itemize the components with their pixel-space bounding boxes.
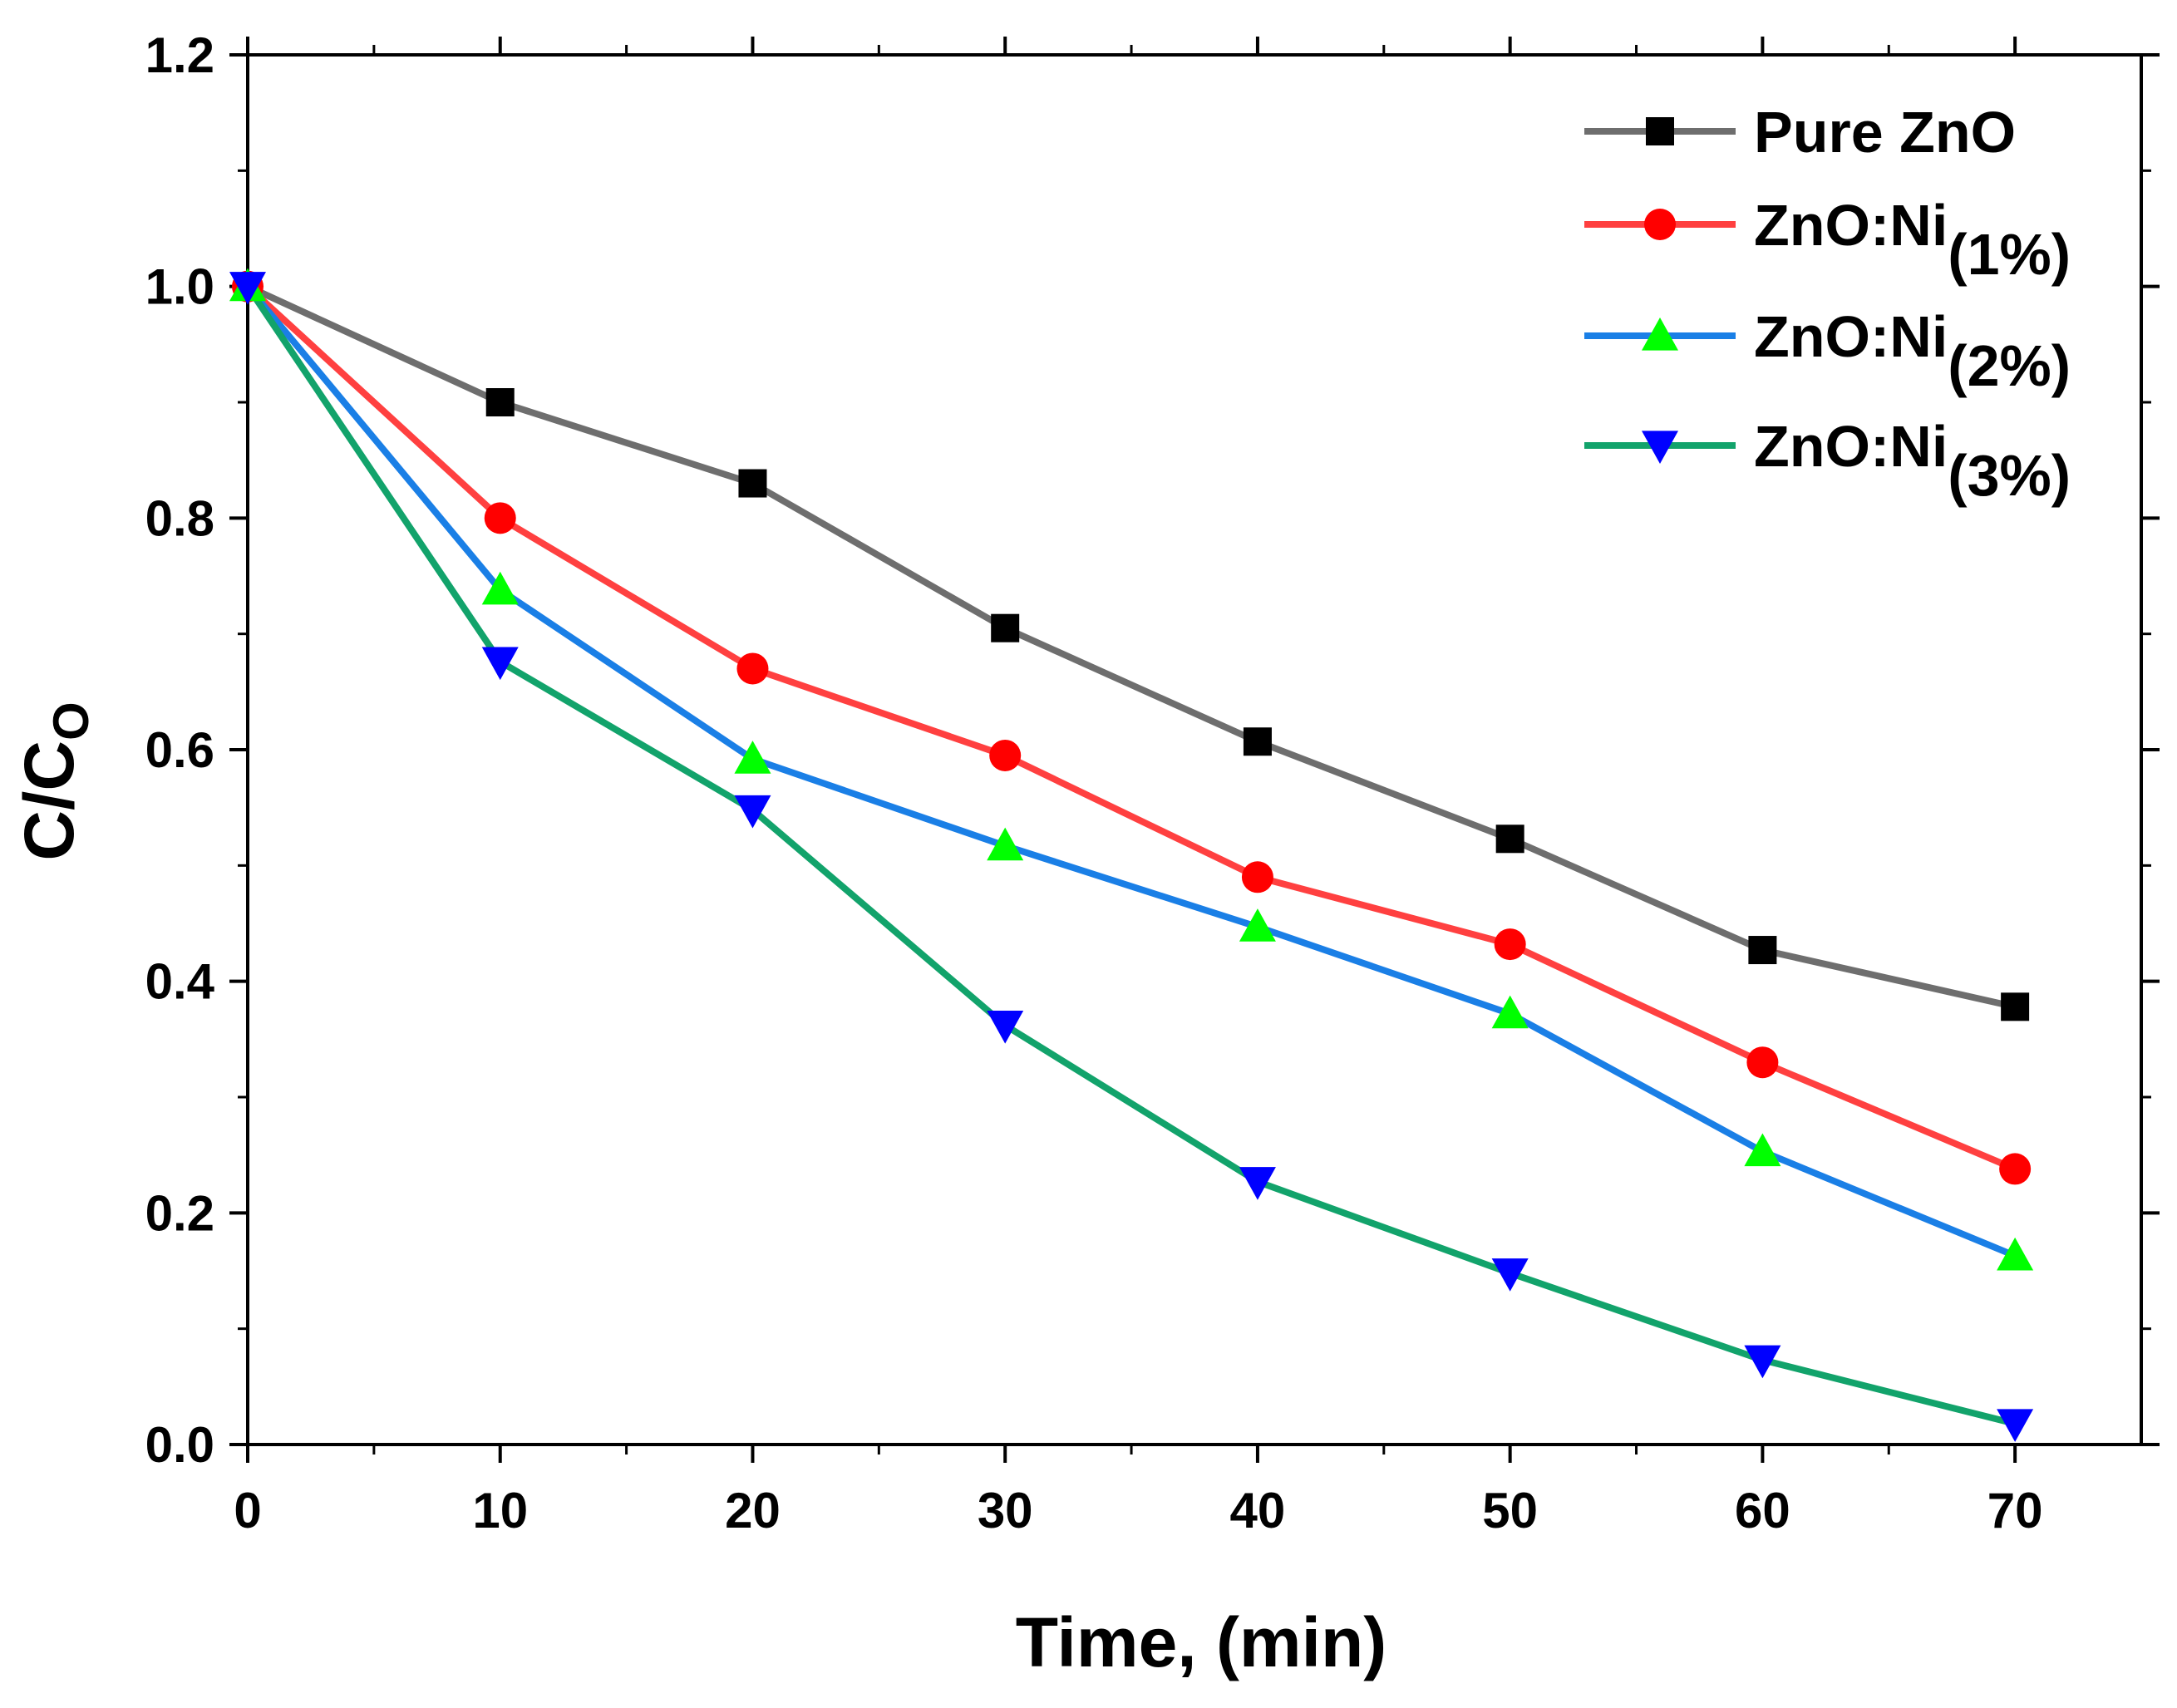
x-tick-label: 30 — [978, 1483, 1033, 1538]
data-point-series-2 — [1241, 861, 1273, 893]
data-point-series-3 — [481, 571, 519, 605]
data-point-series-1 — [1243, 727, 1272, 756]
data-point-series-4 — [481, 647, 519, 681]
data-point-series-1 — [2001, 992, 2030, 1021]
y-tick-label: 0.4 — [145, 954, 215, 1010]
x-tick-label: 10 — [472, 1483, 528, 1538]
data-point-series-3 — [987, 827, 1024, 861]
legend-label: ZnO:Ni(3%) — [1754, 414, 2071, 508]
legend-marker — [1642, 431, 1678, 464]
data-point-series-3 — [1997, 1237, 2034, 1271]
y-tick-label: 1.2 — [145, 27, 214, 83]
y-axis-title-subscript: O — [43, 701, 99, 741]
data-point-series-1 — [991, 613, 1020, 642]
legend-marker — [1644, 209, 1676, 240]
x-tick-label: 40 — [1230, 1483, 1286, 1538]
legend-label: ZnO:Ni(1%) — [1754, 193, 2071, 287]
y-tick-label: 0.6 — [145, 722, 214, 778]
series-markers — [229, 268, 2034, 1442]
legend-label-main: ZnO:Ni — [1754, 414, 1948, 479]
x-tick-label: 0 — [234, 1483, 261, 1538]
series-line-3 — [244, 284, 2017, 1259]
y-axis-title-main: C/C — [10, 741, 88, 861]
legend-label-main: ZnO:Ni — [1754, 193, 1948, 258]
x-tick-label: 20 — [725, 1483, 781, 1538]
data-point-series-2 — [484, 502, 516, 534]
series-line-2 — [245, 283, 2017, 1173]
y-tick-label: 0.0 — [145, 1417, 214, 1473]
legend-label-main: ZnO:Ni — [1754, 304, 1948, 369]
data-point-series-2 — [1746, 1046, 1779, 1079]
data-point-series-2 — [989, 739, 1022, 771]
x-axis-title: Time, (min) — [1016, 1603, 1387, 1681]
data-point-series-1 — [485, 388, 515, 416]
series-lines — [244, 283, 2017, 1427]
data-point-series-3 — [1491, 995, 1529, 1029]
legend-marker — [1642, 317, 1678, 351]
x-tick-label: 70 — [1987, 1483, 2043, 1538]
legend-marker — [1646, 117, 1674, 145]
data-point-series-4 — [987, 1011, 1024, 1044]
legend-label: Pure ZnO — [1754, 100, 2016, 165]
x-tick-label: 60 — [1735, 1483, 1790, 1538]
data-point-series-3 — [1239, 908, 1276, 942]
data-point-series-1 — [738, 469, 767, 498]
data-point-series-4 — [1491, 1258, 1529, 1292]
data-point-series-4 — [229, 272, 266, 305]
axes: 0 10 20 30 40 50 60 70 0.0 0.2 0.4 0.6 0.8 1.0 1.2 — [145, 27, 2160, 1538]
y-axis-title: C/CO — [10, 701, 99, 860]
legend-label-main: Pure ZnO — [1754, 100, 2016, 165]
data-point-series-4 — [1744, 1345, 1781, 1379]
series-line-1 — [246, 283, 2017, 1011]
data-point-series-1 — [1748, 936, 1777, 965]
y-tick-label: 0.2 — [145, 1185, 214, 1241]
y-tick-label: 0.8 — [145, 490, 214, 546]
data-point-series-2 — [1494, 928, 1526, 961]
data-point-series-3 — [1744, 1133, 1781, 1167]
legend-label: ZnO:Ni(2%) — [1754, 304, 2071, 398]
data-point-series-1 — [1495, 824, 1524, 854]
y-tick-label: 1.0 — [145, 259, 214, 315]
data-point-series-4 — [1239, 1167, 1276, 1200]
legend-label-subscript: (3%) — [1948, 443, 2071, 508]
data-point-series-3 — [734, 741, 771, 774]
data-point-series-2 — [1999, 1153, 2032, 1185]
series-line-4 — [244, 284, 2017, 1427]
legend-label-subscript: (1%) — [1948, 222, 2071, 287]
legend-label-subscript: (2%) — [1948, 333, 2071, 398]
data-point-series-4 — [734, 795, 771, 829]
data-point-series-4 — [1997, 1409, 2034, 1442]
data-point-series-2 — [736, 652, 769, 685]
x-tick-label: 50 — [1482, 1483, 1538, 1538]
